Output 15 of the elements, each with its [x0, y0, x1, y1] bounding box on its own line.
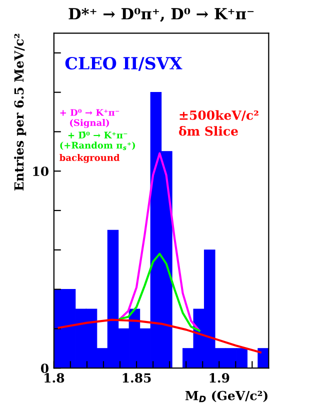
x-tick-label: 1.85	[122, 373, 151, 383]
chart-title: D*⁺ → D⁰π⁺, D⁰ → K⁺π⁻	[68, 8, 254, 22]
y-axis-title: Entries per 6.5 MeV/c²	[14, 34, 26, 191]
annotation: ±500keV/c² δm Slice	[178, 110, 258, 136]
y-tick-label: 0	[40, 364, 48, 374]
text: background	[60, 154, 120, 163]
line-series	[118, 252, 200, 332]
line-series	[118, 152, 200, 332]
x-axis-title: M$_{D}$ (GeV/c²)	[185, 390, 268, 402]
y-tick-label: 10	[33, 166, 48, 176]
text: + D̄⁰ → K⁺π⁻ (+Random π$_{s}$⁺)	[60, 132, 136, 150]
text: + D⁰ → K⁺π⁻ (Signal)	[60, 109, 120, 128]
annotation: CLEO II/SVX	[65, 56, 182, 71]
x-tick-label: 1.8	[44, 373, 64, 383]
x-tick-label: 1.9	[210, 373, 230, 383]
